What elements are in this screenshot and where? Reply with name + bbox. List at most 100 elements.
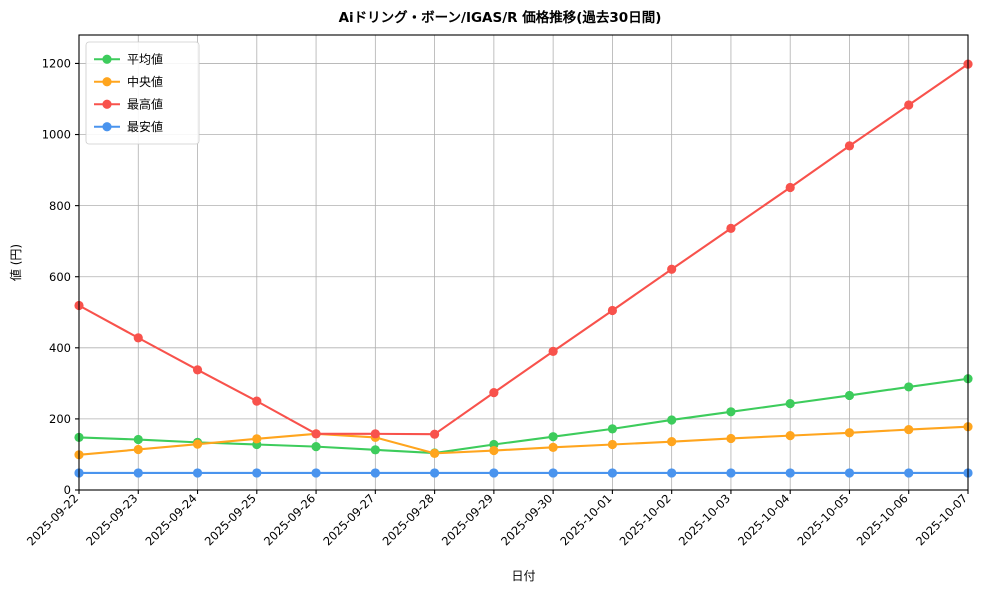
data-point [370, 445, 380, 455]
data-point [192, 439, 203, 449]
data-point [133, 468, 143, 478]
series-0 [74, 374, 973, 458]
data-point [726, 468, 736, 478]
data-point [785, 182, 795, 193]
data-point [667, 264, 677, 274]
data-point [904, 382, 914, 392]
x-tick-label: 2025-10-06 [854, 491, 911, 548]
data-point [904, 100, 914, 110]
data-point [548, 442, 558, 452]
data-point [607, 305, 618, 316]
data-point [430, 468, 440, 478]
x-axis-title: 日付 [511, 569, 535, 583]
legend-label: 平均値 [127, 52, 163, 67]
x-axis: 2025-09-22 2025-09-23 2025-09-24 2025-09-25… [24, 490, 970, 548]
y-tick-label: 200 [49, 412, 71, 426]
data-point [607, 468, 618, 478]
x-tick-label: 2025-09-25 [202, 491, 259, 548]
data-point [311, 442, 321, 452]
data-point [548, 468, 558, 478]
x-tick-label: 2025-09-22 [24, 491, 81, 548]
data-point [844, 468, 855, 478]
data-point [548, 346, 558, 356]
y-axis: 0 200 400 600 800 1000 1200 [42, 57, 79, 497]
data-point [133, 444, 143, 455]
x-tick-label: 2025-10-02 [617, 491, 674, 548]
series-group [74, 59, 973, 478]
data-point [133, 333, 143, 343]
x-tick-label: 2025-10-03 [676, 491, 733, 548]
x-tick-label: 2025-10-04 [735, 491, 792, 548]
data-point [311, 468, 321, 478]
y-tick-label: 800 [49, 199, 71, 213]
data-point [726, 407, 736, 417]
series-line [77, 377, 970, 455]
data-point [785, 431, 795, 441]
x-tick-label: 2025-10-05 [794, 491, 851, 548]
legend-label: 中央値 [127, 74, 163, 89]
x-tick-label: 2025-10-07 [913, 491, 970, 548]
data-point [607, 424, 618, 434]
legend-marker-icon [102, 54, 112, 64]
x-tick-label: 2025-09-27 [320, 491, 377, 548]
series-2 [74, 59, 973, 439]
data-point [252, 468, 262, 478]
chart-title: Aiドリング・ボーン/IGAS/R 価格推移(過去30日間) [339, 9, 662, 26]
legend-label: 最高値 [127, 97, 163, 112]
data-point [726, 433, 736, 444]
legend-item-0[interactable]: 平均値 [94, 52, 163, 67]
x-tick-label: 2025-10-01 [557, 491, 614, 548]
data-point [370, 429, 380, 439]
data-point [667, 415, 677, 425]
data-point [844, 390, 855, 401]
data-point [192, 468, 203, 478]
data-point [844, 428, 855, 438]
y-tick-label: 1000 [42, 128, 71, 142]
x-tick-label: 2025-09-30 [498, 491, 555, 548]
data-point [726, 223, 736, 233]
series-line [77, 425, 970, 456]
data-point [430, 448, 440, 458]
data-point [844, 141, 855, 151]
plot-area [79, 35, 968, 490]
data-point [607, 439, 618, 450]
y-tick-label: 600 [49, 270, 71, 284]
legend-item-1[interactable]: 中央値 [94, 74, 163, 89]
legend-background [85, 41, 200, 145]
data-point [904, 468, 914, 478]
x-tick-label: 2025-09-28 [380, 491, 437, 548]
legend-marker-icon [102, 122, 112, 132]
legend-marker-icon [102, 99, 112, 109]
data-point [667, 468, 677, 478]
data-point [430, 429, 440, 439]
data-point [548, 432, 558, 442]
y-tick-label: 1200 [42, 57, 71, 71]
data-point [667, 437, 677, 447]
data-point [192, 365, 203, 375]
legend-label: 最安値 [127, 119, 163, 134]
data-point [904, 424, 914, 435]
data-point [489, 468, 499, 478]
legend-item-3[interactable]: 最安値 [94, 119, 163, 134]
x-tick-label: 2025-09-26 [261, 491, 318, 548]
data-point [785, 399, 795, 409]
series-line [77, 63, 970, 436]
data-point [785, 468, 795, 478]
y-tick-label: 400 [49, 341, 71, 355]
y-tick-label: 0 [64, 483, 71, 497]
data-point [370, 468, 380, 478]
plot-border [78, 34, 969, 491]
x-tick-label: 2025-09-24 [142, 491, 199, 548]
x-tick-label: 2025-09-29 [439, 491, 496, 548]
x-tick-label: 2025-09-23 [83, 491, 140, 548]
data-point [311, 429, 321, 439]
series-3 [74, 468, 973, 478]
legend-marker-icon [102, 77, 112, 87]
data-point [252, 396, 262, 406]
legend-item-2[interactable]: 最高値 [94, 97, 163, 112]
data-point [489, 388, 499, 398]
data-point [489, 445, 499, 456]
